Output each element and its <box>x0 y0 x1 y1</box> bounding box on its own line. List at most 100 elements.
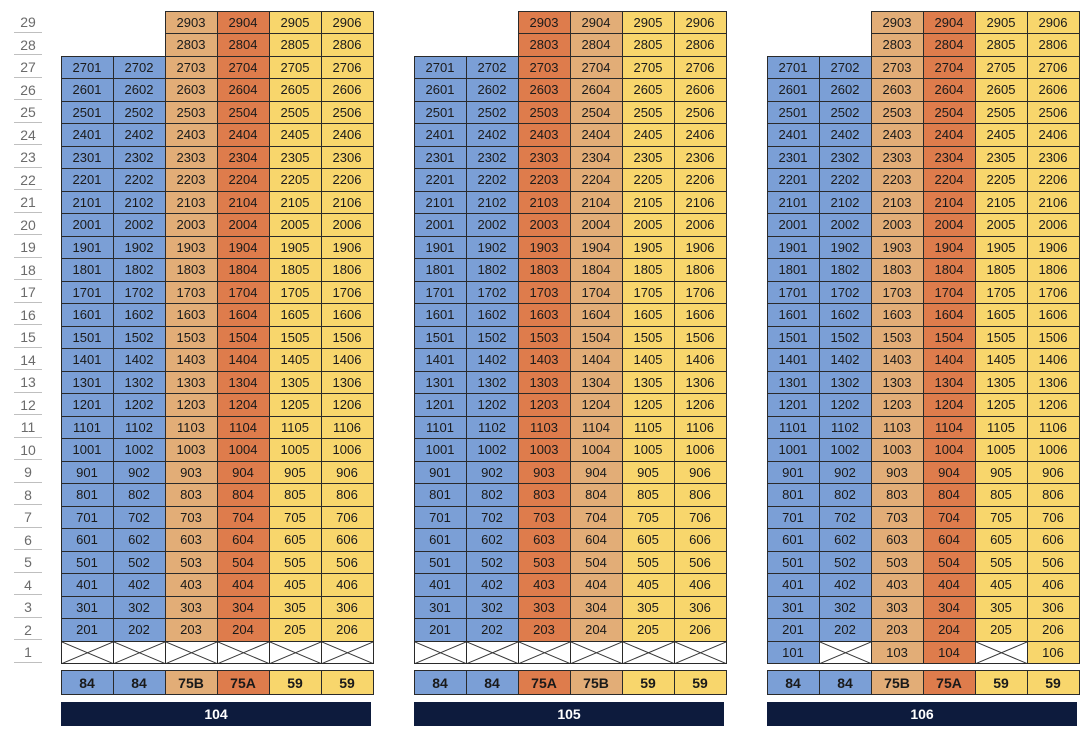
unit-cell: 1006 <box>320 438 374 462</box>
no-unit-cross-icon <box>413 640 467 664</box>
unit-cell: 1904 <box>922 235 976 259</box>
unit-cell: 2804 <box>569 33 623 57</box>
unit-cell: 904 <box>569 460 623 484</box>
unit-type-label: 59 <box>268 670 322 695</box>
unit-cell: 2706 <box>673 55 727 79</box>
unit-cell: 2905 <box>621 10 675 34</box>
unit-cell: 1302 <box>112 370 166 394</box>
unit-cell: 806 <box>1026 483 1080 507</box>
unit-cell: 1701 <box>60 280 114 304</box>
unit-cell: 2001 <box>766 213 820 237</box>
unit-cell: 1601 <box>60 303 114 327</box>
unit-cell: 1106 <box>1026 415 1080 439</box>
unit-cell: 205 <box>621 618 675 642</box>
unit-cell: 1305 <box>621 370 675 394</box>
unit-cell: 1805 <box>268 258 322 282</box>
unit-cell: 2101 <box>60 190 114 214</box>
unit-cell: 601 <box>413 528 467 552</box>
unit-cell: 1106 <box>673 415 727 439</box>
unit-cell: 2203 <box>517 168 571 192</box>
floor-label: 8 <box>14 484 42 505</box>
no-unit-cross-icon <box>517 640 571 664</box>
unit-cell: 504 <box>569 550 623 574</box>
unit-cell: 2202 <box>112 168 166 192</box>
unit-cell: 906 <box>673 460 727 484</box>
unit-cell: 404 <box>216 573 270 597</box>
unit-cell: 406 <box>673 573 727 597</box>
unit-cell: 804 <box>569 483 623 507</box>
unit-cell: 1101 <box>766 415 820 439</box>
no-unit-cross-icon <box>268 640 322 664</box>
unit-cell: 906 <box>320 460 374 484</box>
no-unit-cross-icon <box>621 640 675 664</box>
unit-cell: 1202 <box>112 393 166 417</box>
unit-cell: 1206 <box>673 393 727 417</box>
unit-cell: 703 <box>870 505 924 529</box>
unit-cell: 2106 <box>1026 190 1080 214</box>
unit-cell: 1706 <box>1026 280 1080 304</box>
unit-cell: 204 <box>216 618 270 642</box>
unit-cell: 1706 <box>673 280 727 304</box>
unit-cell: 1801 <box>60 258 114 282</box>
unit-cell: 2804 <box>216 33 270 57</box>
unit-cell: 1604 <box>922 303 976 327</box>
unit-cell: 1401 <box>766 348 820 372</box>
unit-cell: 2502 <box>112 100 166 124</box>
unit-cell: 2606 <box>673 78 727 102</box>
unit-cell: 1501 <box>413 325 467 349</box>
unit-cell: 2205 <box>621 168 675 192</box>
unit-cell: 2903 <box>870 10 924 34</box>
unit-cell: 1501 <box>60 325 114 349</box>
empty-slot <box>767 11 820 35</box>
unit-cell: 706 <box>320 505 374 529</box>
unit-cell: 1004 <box>569 438 623 462</box>
unit-cell: 2104 <box>922 190 976 214</box>
unit-cell: 1401 <box>413 348 467 372</box>
unit-cell: 1203 <box>517 393 571 417</box>
unit-cell: 2001 <box>60 213 114 237</box>
unit-cell: 1906 <box>1026 235 1080 259</box>
unit-cell: 2303 <box>164 145 218 169</box>
unit-cell: 1405 <box>621 348 675 372</box>
unit-cell: 2601 <box>766 78 820 102</box>
unit-cell: 2503 <box>517 100 571 124</box>
unit-cell: 2604 <box>569 78 623 102</box>
unit-cell: 2204 <box>922 168 976 192</box>
unit-cell: 1801 <box>413 258 467 282</box>
unit-type-label: 84 <box>60 670 114 695</box>
unit-cell: 1605 <box>974 303 1028 327</box>
unit-cell: 201 <box>60 618 114 642</box>
unit-cell: 1105 <box>974 415 1028 439</box>
unit-cell: 2004 <box>569 213 623 237</box>
no-unit-cross-icon <box>818 640 872 664</box>
floor-label: 20 <box>14 214 42 235</box>
unit-cell: 401 <box>766 573 820 597</box>
unit-cell: 901 <box>60 460 114 484</box>
unit-cell: 1802 <box>465 258 519 282</box>
unit-cell: 1805 <box>621 258 675 282</box>
unit-cell: 1803 <box>870 258 924 282</box>
floor-number-axis: 29 28 27 26 25 24 23 22 21 20 19 18 17 16 15 14 13 12 11 10… <box>14 11 42 664</box>
unit-cell: 1506 <box>320 325 374 349</box>
unit-cell: 706 <box>1026 505 1080 529</box>
unit-cell: 1005 <box>974 438 1028 462</box>
unit-cell: 1606 <box>320 303 374 327</box>
unit-cell: 901 <box>413 460 467 484</box>
unit-cell: 1701 <box>413 280 467 304</box>
unit-cell: 606 <box>320 528 374 552</box>
unit-cell: 305 <box>621 595 675 619</box>
unit-cell: 1703 <box>517 280 571 304</box>
unit-cell: 2805 <box>621 33 675 57</box>
unit-cell: 1404 <box>216 348 270 372</box>
no-unit-cross-icon <box>569 640 623 664</box>
unit-cell: 2303 <box>870 145 924 169</box>
unit-cell: 2006 <box>673 213 727 237</box>
unit-cell: 2102 <box>112 190 166 214</box>
floor-label: 24 <box>14 124 42 145</box>
unit-cell: 206 <box>320 618 374 642</box>
unit-cell: 905 <box>268 460 322 484</box>
unit-cell: 2404 <box>922 123 976 147</box>
unit-cell: 2203 <box>870 168 924 192</box>
unit-cell: 2102 <box>465 190 519 214</box>
unit-cell: 204 <box>569 618 623 642</box>
